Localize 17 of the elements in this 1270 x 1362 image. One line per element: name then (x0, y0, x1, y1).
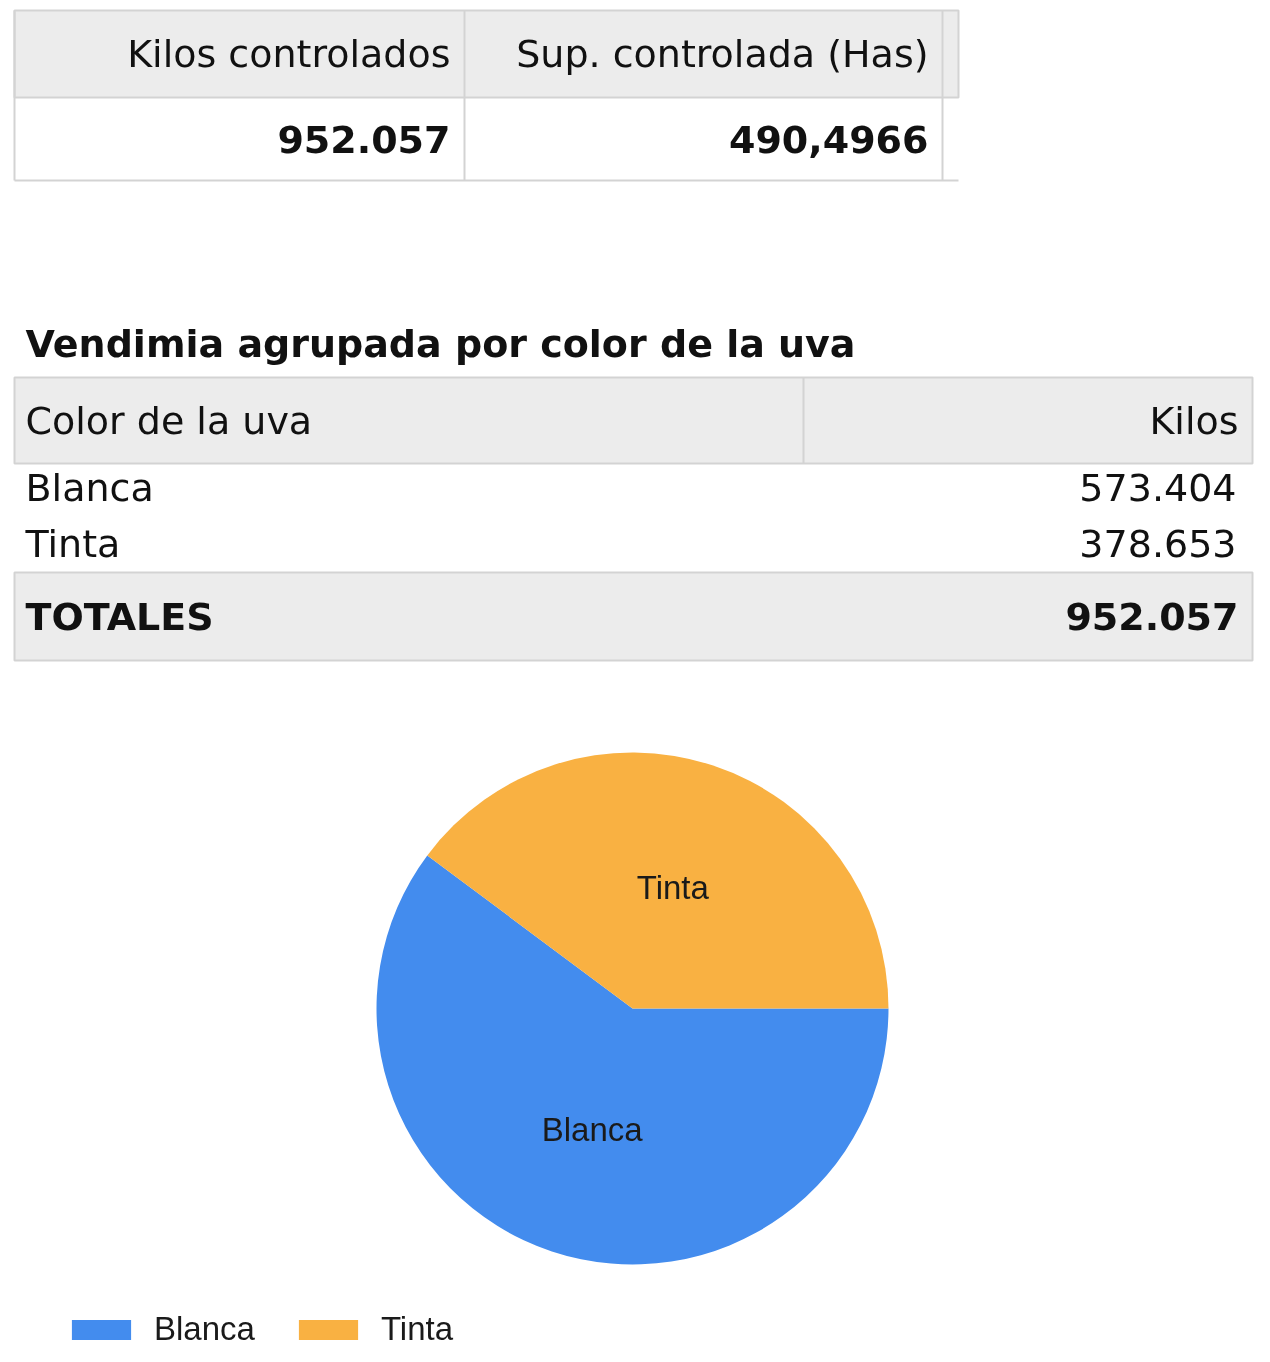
text: 378.653 (1079, 522, 1237, 566)
slice-label: Blanca (541, 1111, 644, 1149)
legend-label: Blanca (154, 1310, 255, 1348)
text: TOTALES (25, 594, 214, 639)
text: Color de la uva (25, 398, 313, 443)
text: Vendimia agrupada por color de la uva (25, 321, 856, 366)
text: 952.057 (1065, 595, 1239, 639)
category-label: Tinta (24, 521, 121, 566)
category-label: Blanca (25, 465, 154, 510)
text: Kilos (1149, 398, 1239, 443)
text: 573.404 (1079, 466, 1237, 510)
text: 952.057 (277, 117, 451, 162)
text: 490,4966 (728, 117, 929, 162)
category-label: Kilos controlados (127, 32, 451, 76)
slice-label: Tinta (636, 868, 710, 906)
legend-label: Tinta (380, 1310, 454, 1348)
category-label: Sup. controlada (Has) (516, 32, 929, 76)
